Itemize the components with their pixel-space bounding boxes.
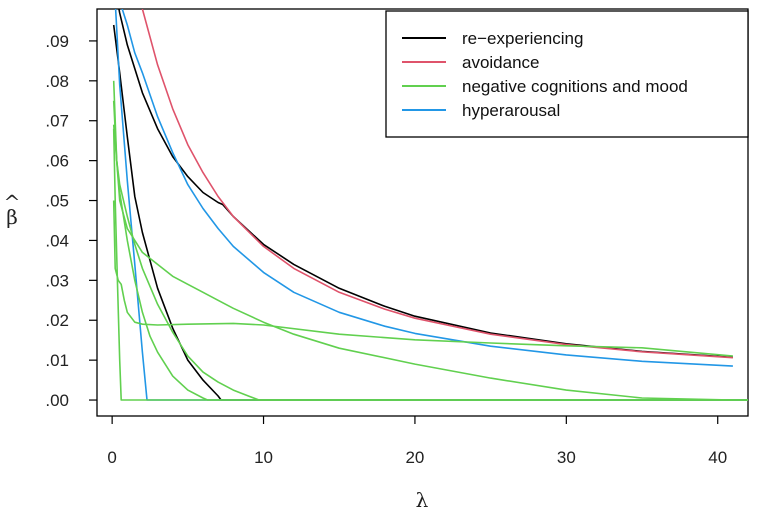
y-tick-label: .06 (45, 152, 69, 171)
y-axis-label: β ^ (4, 190, 21, 229)
x-tick-label: 20 (405, 448, 424, 467)
series-line-negative-3 (112, 124, 748, 401)
series-line-negative-2 (112, 100, 748, 401)
x-tick-label: 30 (557, 448, 576, 467)
series-line-negative-4 (112, 200, 733, 357)
plot-frame (96, 8, 749, 417)
y-tick-label: .01 (45, 351, 69, 370)
y-tick-label: .03 (45, 271, 69, 290)
series-line-re-experiencing-2 (112, 24, 748, 401)
series-line-negative-5 (112, 128, 748, 401)
y-axis-label-symbol: β (6, 205, 18, 229)
y-tick-label: .00 (45, 391, 69, 410)
x-tick-label: 0 (107, 448, 116, 467)
x-tick-label: 10 (254, 448, 273, 467)
legend: re−experiencing avoidance negative cogniti… (385, 10, 749, 138)
y-tick-label: .02 (45, 311, 69, 330)
y-tick-label: .08 (45, 72, 69, 91)
series-layer (112, 9, 748, 401)
series-line-hyperarousal-1 (121, 9, 733, 367)
y-tick-label: .07 (45, 112, 69, 131)
legend-label: hyperarousal (462, 101, 560, 120)
x-axis-label: λ (416, 488, 429, 512)
legend-label: re−experiencing (462, 29, 583, 48)
x-tick-label: 40 (708, 448, 727, 467)
y-tick-label: .05 (45, 192, 69, 211)
series-line-negative-1 (112, 80, 733, 401)
series-line-avoidance (141, 9, 733, 359)
legend-label: avoidance (462, 53, 540, 72)
y-axis-label-hat: ^ (4, 190, 21, 214)
legend-box (385, 10, 749, 138)
axes-group: 0 10 20 30 40 .00 .01 .02 .03 .04 .05 .06 .07 .08 .09 (45, 32, 727, 467)
y-tick-label: .04 (45, 231, 69, 250)
legend-label: negative cognitions and mood (462, 77, 688, 96)
y-tick-label: .09 (45, 32, 69, 51)
